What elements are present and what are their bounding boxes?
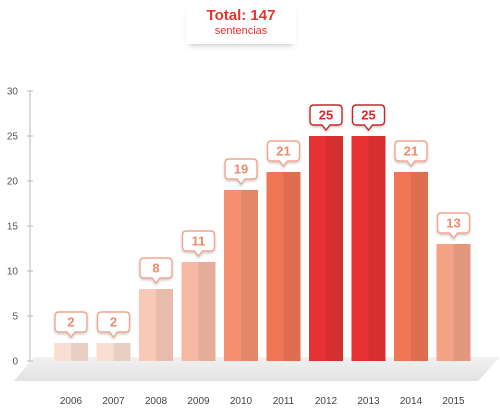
data-label: 19 — [234, 162, 248, 177]
data-label: 2 — [67, 315, 74, 330]
data-label: 21 — [276, 144, 290, 159]
x-tick-label: 2015 — [442, 396, 465, 407]
x-tick-label: 2014 — [400, 396, 423, 407]
y-tick-label: 20 — [7, 177, 19, 188]
data-callout — [139, 257, 173, 285]
callout-box — [181, 230, 216, 258]
callout-box — [351, 104, 386, 132]
bar-group: 25 — [309, 104, 343, 361]
callout-box — [309, 104, 343, 132]
y-tick-label: 0 — [12, 357, 18, 368]
x-tick-label: 2013 — [357, 396, 380, 407]
bar-group: 25 — [351, 104, 386, 361]
data-label: 21 — [404, 144, 418, 159]
bar-group: 21 — [266, 140, 301, 361]
x-tick-label: 2009 — [187, 396, 210, 407]
bar-shade — [241, 190, 258, 361]
bar-group: 19 — [224, 158, 258, 361]
data-label: 11 — [192, 234, 206, 249]
bar-shade — [411, 172, 428, 361]
bar-group: 8 — [139, 257, 173, 361]
x-tick-label: 2007 — [102, 396, 125, 407]
callout-box — [394, 140, 428, 168]
data-callout — [394, 140, 428, 168]
data-label: 25 — [319, 108, 333, 123]
data-callout — [309, 104, 343, 132]
chart-subtitle: sentencias — [214, 25, 268, 37]
callout-box — [139, 257, 173, 285]
callout-box — [224, 158, 258, 186]
bar-group: 11 — [181, 230, 216, 361]
x-tick-label: 2010 — [230, 396, 253, 407]
data-label: 8 — [152, 261, 159, 276]
callout-box — [96, 311, 131, 339]
bar-shade — [156, 289, 173, 361]
data-label: 2 — [110, 315, 117, 330]
bar-group: 21 — [394, 140, 428, 361]
bar-shade — [326, 136, 343, 361]
bar-shade — [198, 262, 216, 361]
bar-group: 2 — [96, 311, 131, 361]
data-callout — [181, 230, 216, 258]
data-callout — [436, 212, 471, 240]
data-label: 25 — [361, 108, 375, 123]
bar-shade — [453, 244, 471, 361]
chart-header: Total: 147 sentencias — [186, 4, 296, 44]
y-tick-label: 10 — [7, 267, 19, 278]
x-tick-label: 2012 — [315, 396, 338, 407]
callout-box — [266, 140, 301, 168]
bar-group: 2 — [54, 311, 88, 361]
y-tick-label: 30 — [7, 87, 19, 98]
bar-group: 13 — [436, 212, 471, 361]
callout-box — [54, 311, 88, 339]
data-callout — [54, 311, 88, 339]
bar-shade — [368, 136, 386, 361]
data-callout — [266, 140, 301, 168]
data-callout — [351, 104, 386, 132]
y-tick-label: 5 — [12, 312, 18, 323]
bar-shade — [113, 343, 131, 361]
x-tick-label: 2008 — [145, 396, 168, 407]
chart-title: Total: 147 — [206, 7, 276, 24]
bar-shade — [71, 343, 88, 361]
data-label: 13 — [446, 216, 460, 231]
y-tick-label: 15 — [7, 222, 19, 233]
data-callout — [224, 158, 258, 186]
x-tick-label: 2011 — [273, 396, 295, 407]
x-tick-label: 2006 — [60, 396, 83, 407]
y-tick-label: 25 — [7, 132, 19, 143]
callout-box — [436, 212, 471, 240]
data-callout — [96, 311, 131, 339]
chart-floor — [14, 357, 500, 381]
bar-shade — [283, 172, 301, 361]
